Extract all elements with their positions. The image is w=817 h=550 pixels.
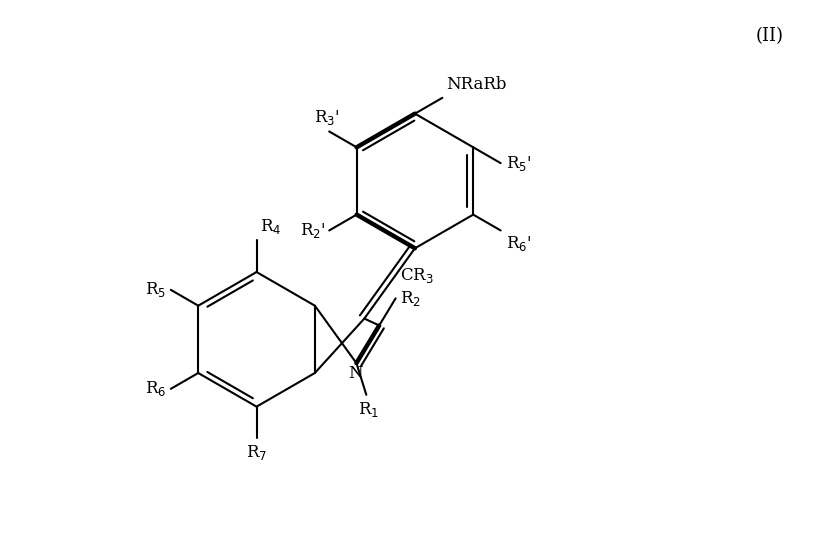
Text: R$_6$': R$_6$' — [506, 234, 531, 254]
Text: R$_3$': R$_3$' — [315, 107, 340, 126]
Text: N: N — [348, 365, 363, 382]
Text: R$_4$: R$_4$ — [260, 217, 281, 236]
Text: R$_2$': R$_2$' — [300, 221, 325, 240]
Text: R$_5$': R$_5$' — [506, 153, 531, 173]
Text: (II): (II) — [755, 28, 784, 46]
Text: R$_7$: R$_7$ — [246, 443, 267, 463]
Text: R$_1$: R$_1$ — [358, 400, 379, 419]
Text: R$_6$: R$_6$ — [145, 379, 166, 398]
Text: NRaRb: NRaRb — [446, 76, 507, 93]
Text: R$_2$: R$_2$ — [400, 289, 421, 308]
Text: R$_5$: R$_5$ — [145, 280, 166, 299]
Text: CR$_3$: CR$_3$ — [400, 266, 434, 285]
